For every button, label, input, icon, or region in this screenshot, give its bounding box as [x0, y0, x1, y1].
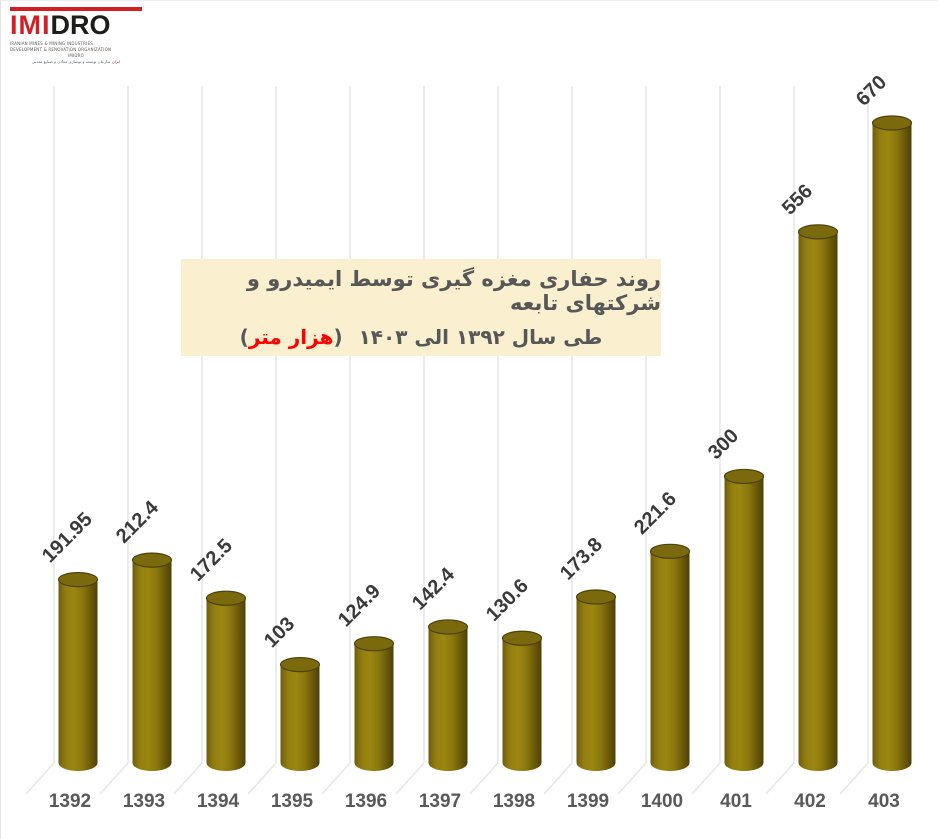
- category-label: 1394: [197, 791, 240, 812]
- chart-title-line1: روند حفاری مغزه گیری توسط ایمیدرو و شرکت…: [246, 266, 661, 315]
- bar-top: [723, 468, 765, 485]
- logo-subline-3: IMIDRO: [67, 53, 85, 58]
- gridline-floor: [765, 762, 795, 795]
- bar-top: [353, 636, 395, 652]
- value-label: 130.6: [482, 575, 533, 626]
- category-label: 402: [794, 791, 826, 812]
- chart-title-range: طی سال ۱۳۹۲ الی ۱۴۰۳: [358, 324, 603, 349]
- gridline-floor: [469, 762, 499, 795]
- value-label: 142.4: [408, 563, 460, 615]
- gridline-floor: [321, 762, 351, 795]
- bar-top: [427, 619, 469, 635]
- gridline-floor: [173, 762, 203, 795]
- bar-top: [797, 224, 839, 240]
- paren-close: ): [333, 324, 343, 349]
- bar-body: [650, 551, 690, 763]
- bar-body: [576, 596, 616, 763]
- logo-subline-farsi: ایران سازمان توسعه و نوسازی معادن و صنای…: [10, 59, 142, 65]
- bar-top: [649, 543, 691, 559]
- chart-title-unit: (هزار متر): [240, 325, 343, 349]
- bar-body: [280, 664, 320, 763]
- category-label: 401: [720, 791, 752, 812]
- gridline-floor: [25, 762, 55, 795]
- bar-top: [279, 657, 321, 673]
- bar-body: [872, 123, 912, 763]
- category-label: 1399: [567, 791, 609, 812]
- bar-body: [354, 643, 394, 763]
- category-label: 1393: [123, 791, 165, 812]
- value-label: 212.4: [112, 496, 164, 548]
- bar-body: [502, 638, 542, 763]
- category-label: 1392: [49, 791, 91, 812]
- chart-title-unit-red: هزار متر: [248, 324, 334, 349]
- gridline-floor: [99, 762, 129, 795]
- bar-top: [205, 590, 247, 606]
- logo-text-imi: IMI: [10, 10, 51, 40]
- bar-top: [871, 115, 913, 131]
- category-label: 1400: [641, 791, 683, 812]
- gridline-floor: [691, 762, 721, 795]
- chart-title-line2: طی سال ۱۳۹۲ الی ۱۴۰۳ (هزار متر): [240, 325, 603, 349]
- gridline-floor: [617, 762, 647, 795]
- value-label: 670: [852, 71, 891, 110]
- gridline-floor: [247, 762, 277, 795]
- category-label: 1396: [345, 791, 387, 812]
- logo-wordmark: IMI DRO: [10, 12, 142, 39]
- logo-subline-2: DEVELOPMENT & RENOVATION ORGANIZATION: [10, 47, 112, 52]
- category-label: 1395: [271, 791, 314, 812]
- bar-top: [57, 572, 99, 588]
- category-label: 1398: [493, 791, 535, 812]
- bar-body: [206, 598, 246, 763]
- bar-body: [58, 579, 98, 763]
- gridline-floor: [839, 762, 869, 795]
- logo-subline-farsi-text: سازمان توسعه و نوسازی معادن و صنایع معدن…: [31, 59, 111, 64]
- bar-top: [131, 552, 173, 568]
- value-label: 300: [704, 425, 743, 464]
- value-label: 124.9: [334, 580, 385, 631]
- bar-body: [132, 560, 172, 763]
- bar-top: [501, 630, 543, 646]
- category-label: 1397: [419, 791, 461, 812]
- imidro-logo: IMI DRO IRANIAN MINES & MINING INDUSTRIE…: [10, 7, 142, 65]
- value-label: 103: [260, 613, 299, 652]
- value-label: 556: [778, 180, 817, 219]
- bar-body: [428, 626, 468, 763]
- bar-top: [575, 589, 617, 605]
- logo-subline-1: IRANIAN MINES & MINING INDUSTRIES: [10, 41, 94, 46]
- gridline-floor: [543, 762, 573, 795]
- value-label: 172.5: [186, 535, 237, 586]
- gridline-floor: [395, 762, 425, 795]
- logo-red-bar: [10, 7, 142, 11]
- value-label: 221.6: [630, 488, 681, 539]
- logo-subline-farsi-red: ایران: [111, 59, 121, 64]
- category-label: 403: [868, 791, 900, 812]
- value-label: 191.95: [38, 508, 97, 567]
- paren-open: (: [239, 324, 249, 349]
- bar-body: [724, 476, 764, 763]
- bar-body: [798, 231, 838, 764]
- logo-subtext: IRANIAN MINES & MINING INDUSTRIES DEVELO…: [10, 41, 142, 65]
- value-label: 173.8: [556, 534, 607, 585]
- chart-title-box: روند حفاری مغزه گیری توسط ایمیدرو و شرکت…: [181, 259, 661, 356]
- logo-text-dro: DRO: [50, 10, 111, 40]
